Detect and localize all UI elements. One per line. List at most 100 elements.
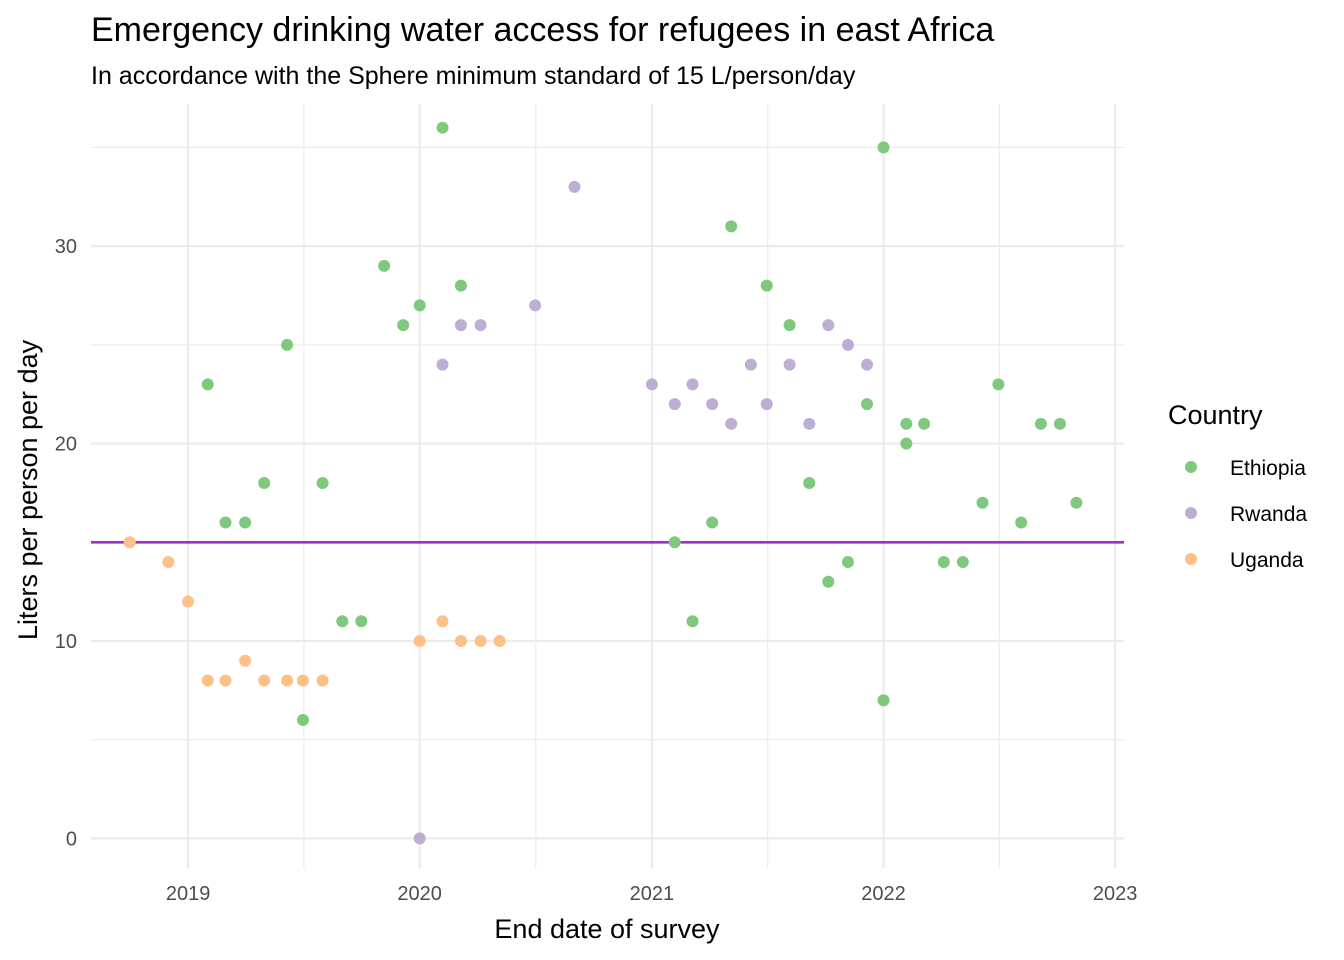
- data-point: [239, 516, 252, 529]
- data-point: [877, 141, 890, 154]
- x-tick-label: 2023: [1093, 883, 1138, 905]
- data-point: [239, 654, 252, 667]
- data-point: [706, 516, 719, 529]
- data-point: [861, 398, 874, 411]
- data-point: [454, 319, 467, 332]
- data-point: [413, 299, 426, 312]
- data-point: [413, 832, 426, 845]
- data-point: [956, 556, 969, 569]
- data-point: [436, 121, 449, 134]
- data-point: [760, 279, 773, 292]
- legend-key-uganda: [1185, 553, 1197, 565]
- data-point: [803, 477, 816, 490]
- data-point: [760, 398, 773, 411]
- data-point: [436, 358, 449, 371]
- legend: Country Ethiopia Rwanda Uganda: [1168, 400, 1307, 572]
- y-axis-ticks: 0 10 20 30: [55, 236, 77, 850]
- data-point: [123, 536, 136, 549]
- data-point: [877, 694, 890, 707]
- data-point: [529, 299, 542, 312]
- data-point: [182, 595, 195, 608]
- data-point: [201, 378, 214, 391]
- series-ethiopia: [201, 121, 1083, 726]
- data-point: [296, 713, 309, 726]
- data-point: [355, 615, 368, 628]
- legend-label: Ethiopia: [1230, 457, 1306, 480]
- data-point: [219, 674, 232, 687]
- data-point: [296, 674, 309, 687]
- y-tick-label: 30: [55, 236, 77, 258]
- data-point: [474, 634, 487, 647]
- data-point: [162, 556, 175, 569]
- data-point: [474, 319, 487, 332]
- y-axis-title: Liters per person per day: [13, 339, 43, 640]
- data-point: [937, 556, 950, 569]
- data-point: [568, 180, 581, 193]
- data-point: [841, 556, 854, 569]
- data-point: [900, 437, 913, 450]
- legend-label: Uganda: [1230, 549, 1304, 572]
- data-point: [281, 674, 294, 687]
- data-point: [803, 417, 816, 430]
- data-point: [861, 358, 874, 371]
- data-point: [822, 575, 835, 588]
- legend-label: Rwanda: [1230, 503, 1307, 526]
- data-point: [668, 398, 681, 411]
- y-tick-label: 0: [66, 828, 77, 850]
- data-point: [668, 536, 681, 549]
- data-point: [201, 674, 214, 687]
- data-point: [706, 398, 719, 411]
- chart-title: Emergency drinking water access for refu…: [91, 11, 994, 49]
- x-tick-label: 2019: [166, 883, 211, 905]
- legend-key-ethiopia: [1185, 461, 1197, 473]
- data-point: [1034, 417, 1047, 430]
- x-tick-label: 2020: [397, 883, 442, 905]
- data-point: [992, 378, 1005, 391]
- data-point: [783, 358, 796, 371]
- x-tick-label: 2022: [861, 883, 906, 905]
- data-point: [1053, 417, 1066, 430]
- data-point: [645, 378, 658, 391]
- data-point: [976, 496, 989, 509]
- data-point: [686, 378, 699, 391]
- series-rwanda: [413, 180, 874, 845]
- data-point: [900, 417, 913, 430]
- data-point: [918, 417, 931, 430]
- data-point: [686, 615, 699, 628]
- legend-title: Country: [1168, 400, 1263, 430]
- x-tick-label: 2021: [630, 883, 675, 905]
- data-point: [1015, 516, 1028, 529]
- data-point: [258, 477, 271, 490]
- chart-subtitle: In accordance with the Sphere minimum st…: [91, 62, 856, 90]
- data-point: [413, 634, 426, 647]
- data-point: [841, 338, 854, 351]
- data-point: [725, 417, 738, 430]
- data-point: [316, 674, 329, 687]
- data-point: [725, 220, 738, 233]
- legend-key-rwanda: [1185, 507, 1197, 519]
- x-axis-title: End date of survey: [494, 914, 720, 944]
- data-point: [397, 319, 410, 332]
- data-point: [219, 516, 232, 529]
- series-uganda: [123, 536, 506, 687]
- data-point: [454, 279, 467, 292]
- data-point: [378, 259, 391, 272]
- data-point: [336, 615, 349, 628]
- data-points: [123, 121, 1083, 845]
- data-point: [493, 634, 506, 647]
- major-gridlines: [91, 104, 1124, 868]
- data-point: [744, 358, 757, 371]
- data-point: [316, 477, 329, 490]
- data-point: [783, 319, 796, 332]
- data-point: [822, 319, 835, 332]
- x-axis-ticks: 2019 2020 2021 2022 2023: [166, 883, 1138, 905]
- data-point: [454, 634, 467, 647]
- data-point: [281, 338, 294, 351]
- data-point: [258, 674, 271, 687]
- data-point: [436, 615, 449, 628]
- data-point: [1070, 496, 1083, 509]
- y-tick-label: 20: [55, 434, 77, 456]
- y-tick-label: 10: [55, 631, 77, 653]
- minor-gridlines: [91, 104, 1124, 868]
